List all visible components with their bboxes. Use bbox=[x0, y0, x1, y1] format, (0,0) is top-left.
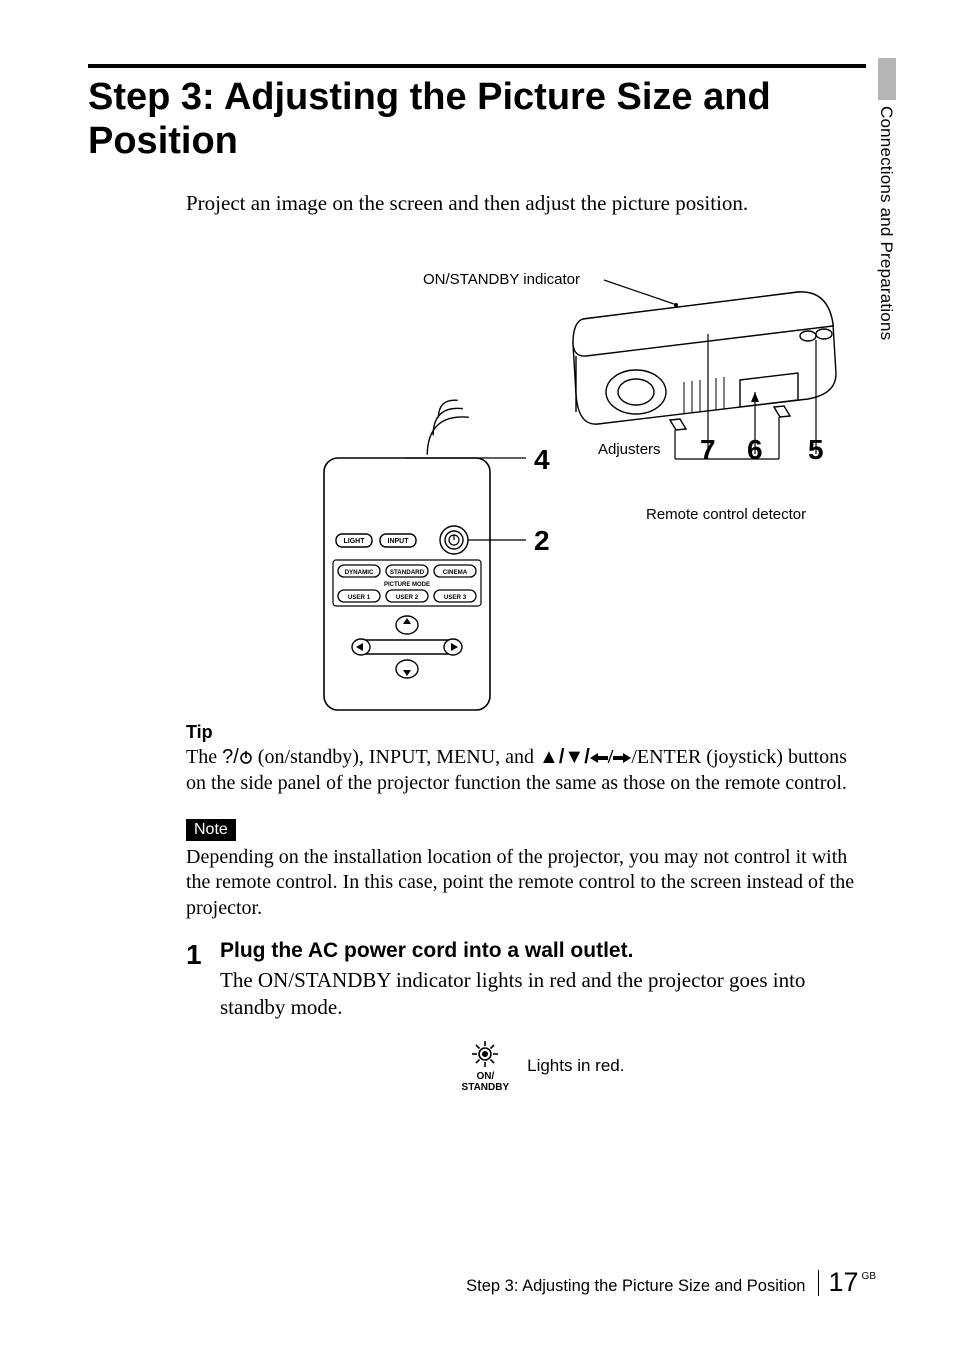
indicator-label: ON/STANDBY bbox=[462, 1071, 510, 1093]
remote-icon: LIGHT INPUT DYNAMIC STANDARD bbox=[324, 458, 490, 710]
svg-text:LIGHT: LIGHT bbox=[344, 538, 366, 545]
intro-text: Project an image on the screen and then … bbox=[186, 191, 866, 216]
step-1: 1 Plug the AC power cord into a wall out… bbox=[186, 939, 866, 1093]
label-on-standby: ON/STANDBY indicator bbox=[423, 271, 580, 288]
svg-text:INPUT: INPUT bbox=[388, 538, 410, 545]
tip-body: The ?/ (on/standby), INPUT, MENU, and ▲/… bbox=[186, 745, 862, 796]
svg-text:DYNAMIC: DYNAMIC bbox=[345, 569, 374, 576]
callout-6: 6 bbox=[747, 434, 763, 465]
svg-text:CINEMA: CINEMA bbox=[443, 569, 468, 576]
callout-2: 2 bbox=[534, 525, 550, 556]
standby-icon bbox=[239, 750, 253, 764]
indicator-light-icon bbox=[468, 1039, 502, 1069]
footer-divider bbox=[818, 1270, 819, 1296]
region-code: GB bbox=[862, 1271, 876, 1282]
section-tab-bar bbox=[878, 58, 896, 100]
step-number: 1 bbox=[186, 939, 220, 1093]
svg-text:ENTER: ENTER bbox=[395, 646, 419, 653]
page-title: Step 3: Adjusting the Picture Size and P… bbox=[88, 76, 866, 163]
page-footer: Step 3: Adjusting the Picture Size and P… bbox=[88, 1267, 876, 1298]
svg-text:STANDARD: STANDARD bbox=[390, 569, 425, 576]
callout-5: 5 bbox=[808, 434, 824, 465]
title-rule bbox=[88, 64, 866, 68]
diagram: ON/STANDBY indicator Adjusters 7 6 5 Rem… bbox=[238, 244, 838, 714]
callout-4: 4 bbox=[534, 444, 550, 475]
section-tab: Connections and Preparations bbox=[874, 58, 896, 378]
arrow-left-icon bbox=[590, 752, 608, 764]
indicator-text: Lights in red. bbox=[527, 1056, 624, 1076]
indicator-figure: ON/STANDBY Lights in red. bbox=[220, 1039, 866, 1093]
note-heading: Note bbox=[186, 819, 236, 841]
arrow-right-icon bbox=[613, 752, 631, 764]
projector-icon bbox=[573, 292, 836, 430]
footer-title: Step 3: Adjusting the Picture Size and P… bbox=[466, 1277, 805, 1296]
arrows-icon: ▲/▼/ bbox=[539, 746, 590, 768]
manual-page: Connections and Preparations Step 3: Adj… bbox=[0, 0, 954, 1352]
svg-text:USER 1: USER 1 bbox=[348, 594, 371, 601]
svg-text:USER 3: USER 3 bbox=[444, 594, 467, 601]
tip-heading: Tip bbox=[186, 722, 866, 743]
page-number: 17 bbox=[829, 1267, 859, 1298]
power-symbol-icon: ?/ bbox=[222, 746, 239, 768]
step-title: Plug the AC power cord into a wall outle… bbox=[220, 939, 866, 963]
step-body: The ON/STANDBY indicator lights in red a… bbox=[220, 967, 866, 1021]
label-remote-detector: Remote control detector bbox=[646, 506, 806, 523]
svg-text:USER 2: USER 2 bbox=[396, 594, 419, 601]
callout-7: 7 bbox=[700, 434, 716, 465]
svg-text:PICTURE MODE: PICTURE MODE bbox=[384, 582, 430, 588]
label-adjusters: Adjusters bbox=[598, 441, 661, 458]
note-body: Depending on the installation location o… bbox=[186, 845, 862, 922]
ir-waves-icon bbox=[417, 395, 469, 455]
section-tab-label: Connections and Preparations bbox=[874, 106, 896, 376]
